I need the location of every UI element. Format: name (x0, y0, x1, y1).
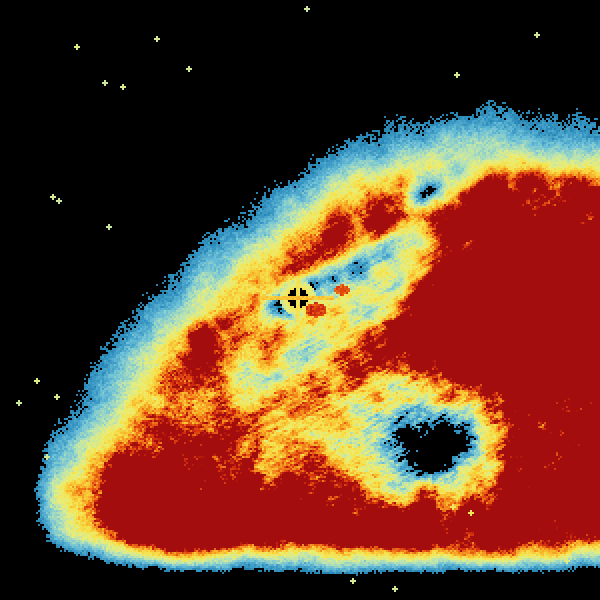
image-canvas (0, 0, 600, 600)
false-color-intensity-map (0, 0, 600, 600)
